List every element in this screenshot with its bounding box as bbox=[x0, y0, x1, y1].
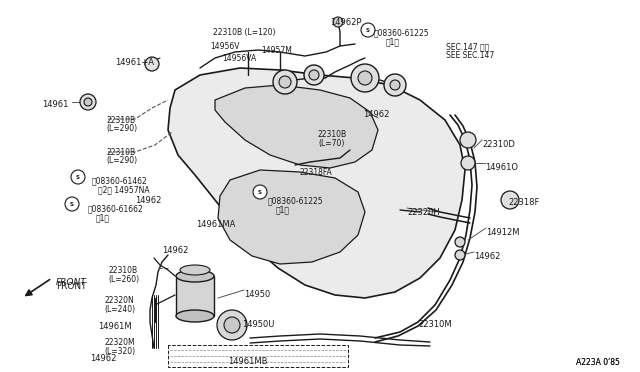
Circle shape bbox=[80, 94, 96, 110]
Ellipse shape bbox=[176, 270, 214, 282]
Text: FRONT: FRONT bbox=[56, 278, 87, 287]
Text: 、1〉: 、1〉 bbox=[96, 213, 110, 222]
Text: 、1〉: 、1〉 bbox=[386, 37, 400, 46]
Text: 22310B: 22310B bbox=[108, 266, 137, 275]
Circle shape bbox=[65, 197, 79, 211]
Text: 14962P: 14962P bbox=[330, 18, 362, 27]
Text: S: S bbox=[366, 28, 370, 32]
Circle shape bbox=[309, 70, 319, 80]
Circle shape bbox=[304, 65, 324, 85]
Text: (L=240): (L=240) bbox=[104, 305, 135, 314]
Text: 14957M: 14957M bbox=[261, 46, 292, 55]
Text: 14961: 14961 bbox=[42, 100, 68, 109]
Text: SEE SEC.147: SEE SEC.147 bbox=[446, 51, 494, 60]
Text: 22320H: 22320H bbox=[407, 208, 440, 217]
Text: Ⓝ08360-61225: Ⓝ08360-61225 bbox=[374, 28, 429, 37]
Circle shape bbox=[224, 317, 240, 333]
Text: 14961O: 14961O bbox=[485, 163, 518, 172]
Text: (L=320): (L=320) bbox=[104, 347, 135, 356]
Text: Ⓝ08360-61462: Ⓝ08360-61462 bbox=[92, 176, 148, 185]
Circle shape bbox=[455, 250, 465, 260]
Circle shape bbox=[455, 237, 465, 247]
Circle shape bbox=[71, 170, 85, 184]
Text: S: S bbox=[258, 189, 262, 195]
Circle shape bbox=[273, 70, 297, 94]
Text: 22318FA: 22318FA bbox=[300, 168, 333, 177]
Circle shape bbox=[361, 23, 375, 37]
Text: 14956VA: 14956VA bbox=[222, 54, 256, 63]
Text: 14950U: 14950U bbox=[242, 320, 275, 329]
Circle shape bbox=[279, 76, 291, 88]
Text: A223A 0ʹ85: A223A 0ʹ85 bbox=[576, 358, 620, 367]
Text: 14962: 14962 bbox=[363, 110, 389, 119]
Circle shape bbox=[145, 57, 159, 71]
Polygon shape bbox=[168, 68, 465, 298]
Polygon shape bbox=[176, 276, 214, 316]
Text: 22320M: 22320M bbox=[104, 338, 134, 347]
Text: 、2〉 14957NA: 、2〉 14957NA bbox=[98, 185, 150, 194]
Text: S: S bbox=[76, 174, 80, 180]
Circle shape bbox=[460, 132, 476, 148]
Circle shape bbox=[253, 185, 267, 199]
Text: 22320N: 22320N bbox=[104, 296, 134, 305]
Circle shape bbox=[351, 64, 379, 92]
Polygon shape bbox=[218, 170, 365, 264]
Text: 14962: 14962 bbox=[90, 354, 116, 363]
Text: A223A 0ʹ85: A223A 0ʹ85 bbox=[576, 358, 620, 367]
Text: (L=260): (L=260) bbox=[108, 275, 139, 284]
Ellipse shape bbox=[180, 265, 210, 275]
Circle shape bbox=[461, 156, 475, 170]
Circle shape bbox=[358, 71, 372, 85]
Text: 14961MB: 14961MB bbox=[228, 357, 268, 366]
Text: 14950: 14950 bbox=[244, 290, 270, 299]
Circle shape bbox=[501, 191, 519, 209]
Text: 14961MA: 14961MA bbox=[196, 220, 236, 229]
Text: 22310B (L=120): 22310B (L=120) bbox=[213, 28, 275, 37]
Text: (L=290): (L=290) bbox=[106, 156, 137, 165]
Text: 14961M: 14961M bbox=[98, 322, 132, 331]
Text: S: S bbox=[70, 202, 74, 206]
Circle shape bbox=[384, 74, 406, 96]
Text: SEC.147 参照: SEC.147 参照 bbox=[446, 42, 489, 51]
Ellipse shape bbox=[176, 310, 214, 322]
Text: 14962: 14962 bbox=[162, 246, 188, 255]
Text: (L=290): (L=290) bbox=[106, 124, 137, 133]
Text: Ⓝ08360-61662: Ⓝ08360-61662 bbox=[88, 204, 144, 213]
Text: FRONT: FRONT bbox=[56, 282, 86, 291]
Text: Ⓝ08360-61225: Ⓝ08360-61225 bbox=[268, 196, 324, 205]
Circle shape bbox=[84, 98, 92, 106]
Text: 14956V: 14956V bbox=[210, 42, 239, 51]
Text: 22310M: 22310M bbox=[418, 320, 452, 329]
Text: 22310D: 22310D bbox=[482, 140, 515, 149]
Text: 14962: 14962 bbox=[474, 252, 500, 261]
Circle shape bbox=[390, 80, 400, 90]
Text: 22310B: 22310B bbox=[106, 148, 135, 157]
Text: (L=70): (L=70) bbox=[318, 139, 344, 148]
Text: 22310B: 22310B bbox=[318, 130, 347, 139]
Circle shape bbox=[217, 310, 247, 340]
Circle shape bbox=[333, 17, 343, 27]
Polygon shape bbox=[215, 85, 378, 168]
Text: 14961+A: 14961+A bbox=[115, 58, 154, 67]
Text: 22310B: 22310B bbox=[106, 116, 135, 125]
Text: 14912M: 14912M bbox=[486, 228, 520, 237]
Text: 22318F: 22318F bbox=[508, 198, 540, 207]
Text: 14962: 14962 bbox=[135, 196, 161, 205]
Text: 、1〉: 、1〉 bbox=[276, 205, 290, 214]
